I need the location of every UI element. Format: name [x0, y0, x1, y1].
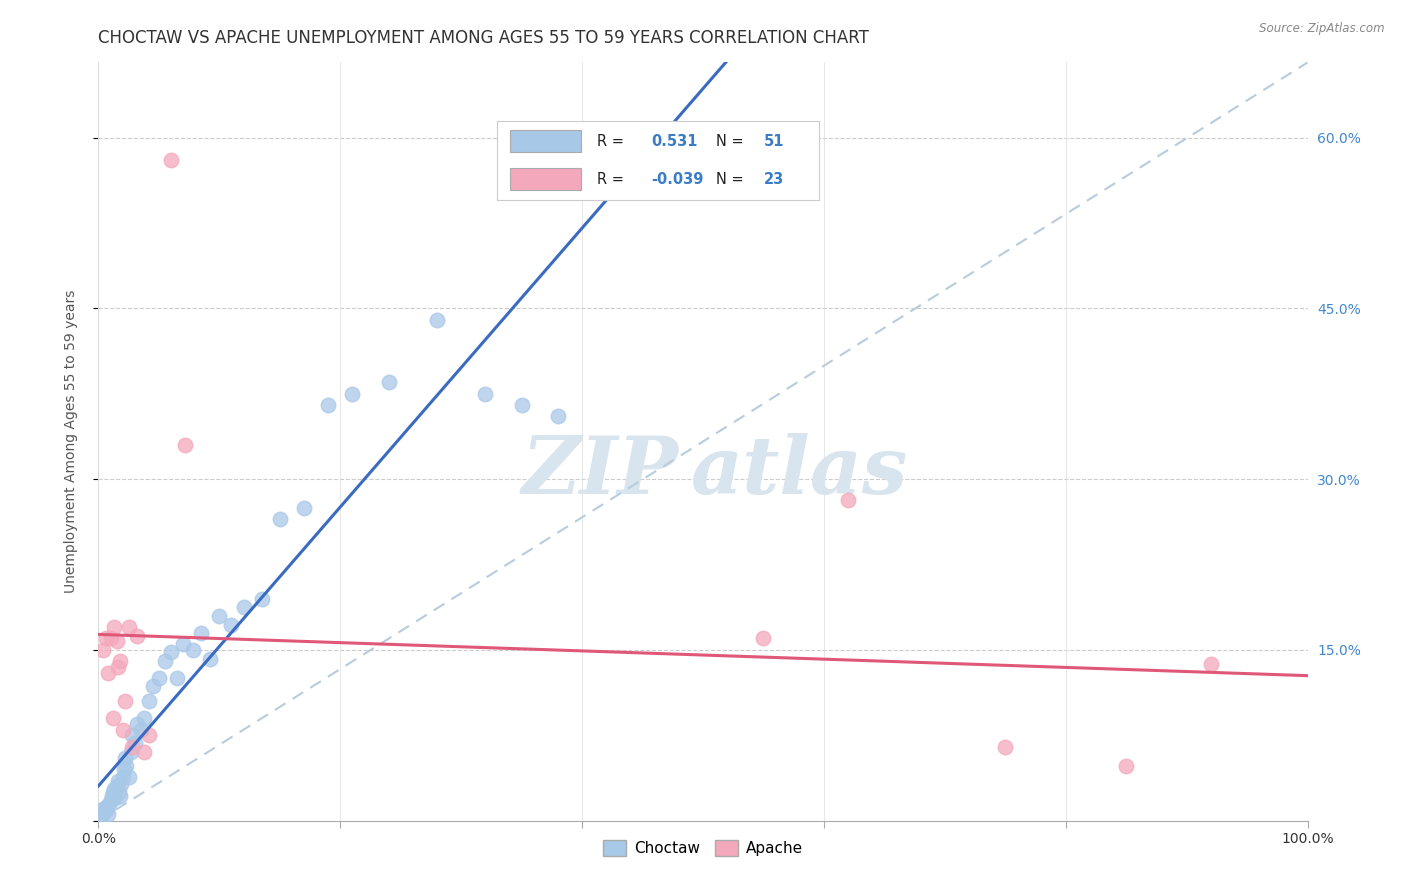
Point	[105, 633, 128, 648]
Point	[190, 625, 212, 640]
Point	[994, 739, 1017, 754]
Point	[94, 800, 117, 814]
Point	[127, 629, 149, 643]
Point	[91, 802, 114, 816]
Text: atlas: atlas	[690, 434, 908, 510]
Text: 23: 23	[763, 172, 785, 186]
Point	[101, 711, 124, 725]
Point	[269, 512, 291, 526]
Point	[1115, 759, 1137, 773]
Point	[138, 728, 160, 742]
Point	[292, 500, 315, 515]
Point	[100, 793, 122, 807]
Text: ZIP: ZIP	[522, 434, 679, 510]
Point	[342, 386, 364, 401]
Point	[174, 438, 197, 452]
Legend: Choctaw, Apache: Choctaw, Apache	[598, 834, 808, 863]
Point	[112, 763, 135, 777]
Text: R =: R =	[596, 134, 624, 149]
Point	[134, 711, 156, 725]
Point	[100, 632, 122, 646]
Point	[153, 654, 176, 668]
Y-axis label: Unemployment Among Ages 55 to 59 years: Unemployment Among Ages 55 to 59 years	[63, 290, 77, 593]
Point	[172, 637, 194, 651]
Point	[114, 751, 136, 765]
Point	[107, 660, 129, 674]
Point	[752, 632, 775, 646]
Point	[98, 797, 121, 811]
Point	[198, 652, 221, 666]
Point	[232, 599, 254, 614]
Point	[1199, 657, 1222, 671]
Point	[111, 723, 134, 737]
Point	[250, 591, 273, 606]
Point	[100, 789, 122, 803]
Point	[547, 409, 569, 424]
Point	[134, 745, 156, 759]
Point	[121, 728, 143, 742]
Point	[103, 781, 125, 796]
Point	[510, 398, 533, 412]
Bar	[510, 130, 581, 153]
Point	[426, 312, 449, 326]
Text: 51: 51	[763, 134, 785, 149]
Point	[103, 620, 125, 634]
Point	[316, 398, 339, 412]
Point	[110, 777, 132, 791]
Point	[111, 771, 134, 785]
Point	[108, 785, 131, 799]
Point	[93, 805, 115, 819]
Point	[91, 808, 114, 822]
Point	[96, 802, 118, 816]
Point	[105, 780, 128, 794]
Point	[91, 643, 114, 657]
Text: Source: ZipAtlas.com: Source: ZipAtlas.com	[1260, 22, 1385, 36]
Point	[115, 759, 138, 773]
Point	[221, 617, 243, 632]
Point	[377, 376, 399, 390]
Point	[181, 643, 204, 657]
Text: N =: N =	[716, 134, 744, 149]
Point	[121, 739, 143, 754]
Bar	[510, 169, 581, 190]
Point	[160, 153, 183, 168]
Text: R =: R =	[596, 172, 624, 186]
Point	[142, 679, 165, 693]
Point	[108, 654, 131, 668]
Point	[97, 665, 120, 680]
Point	[118, 771, 141, 785]
Point	[118, 620, 141, 634]
Point	[837, 492, 859, 507]
Text: -0.039: -0.039	[651, 172, 704, 186]
Point	[160, 645, 183, 659]
Point	[104, 790, 127, 805]
Point	[208, 608, 231, 623]
Point	[101, 785, 124, 799]
Point	[138, 694, 160, 708]
Text: N =: N =	[716, 172, 744, 186]
Point	[94, 632, 117, 646]
Point	[166, 671, 188, 685]
Point	[127, 717, 149, 731]
Point	[474, 386, 496, 401]
Point	[148, 671, 170, 685]
Point	[124, 736, 146, 750]
Point	[114, 694, 136, 708]
Point	[129, 723, 152, 737]
Point	[97, 806, 120, 821]
Point	[107, 773, 129, 788]
Text: CHOCTAW VS APACHE UNEMPLOYMENT AMONG AGES 55 TO 59 YEARS CORRELATION CHART: CHOCTAW VS APACHE UNEMPLOYMENT AMONG AGE…	[98, 29, 869, 47]
Point	[120, 745, 142, 759]
Point	[108, 789, 131, 803]
Text: 0.531: 0.531	[651, 134, 697, 149]
